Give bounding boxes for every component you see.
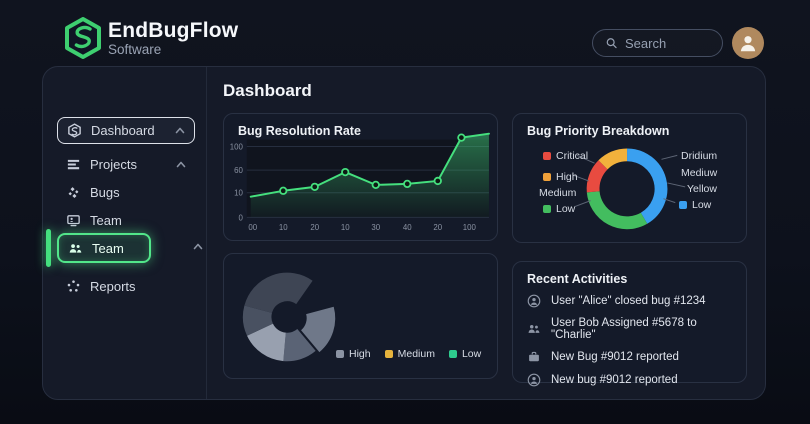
brand-subtitle: Software bbox=[108, 42, 162, 57]
svg-text:100: 100 bbox=[230, 142, 244, 151]
active-accent-bar bbox=[46, 229, 51, 267]
legend-swatch bbox=[336, 350, 344, 358]
sidebar-item-label: Bugs bbox=[90, 185, 120, 200]
svg-text:0: 0 bbox=[238, 213, 243, 222]
user-icon bbox=[527, 373, 541, 387]
status-legend: High Medium Low bbox=[336, 348, 481, 360]
activity-row: New Bug #9012 reported bbox=[527, 350, 736, 364]
legend-swatch bbox=[543, 205, 551, 213]
page-title: Dashboard bbox=[223, 81, 312, 100]
svg-text:00: 00 bbox=[248, 223, 257, 232]
sidebar-item-label: Reports bbox=[90, 279, 136, 294]
legend-label: Medium bbox=[539, 187, 577, 199]
sidebar-item-team-active[interactable]: Team bbox=[57, 233, 151, 263]
legend-swatch bbox=[543, 152, 551, 160]
sidebar-item-label: Team bbox=[92, 240, 124, 256]
chevron-up-icon[interactable] bbox=[193, 243, 203, 250]
svg-text:60: 60 bbox=[234, 166, 243, 175]
sidebar-item-label: Projects bbox=[90, 157, 137, 172]
sidebar-item-reports[interactable]: Reports bbox=[57, 273, 195, 300]
legend-label: Critical bbox=[556, 150, 589, 162]
card-title: Bug Priority Breakdown bbox=[527, 124, 670, 138]
legend-item-low: Low bbox=[543, 203, 575, 215]
svg-text:20: 20 bbox=[310, 223, 319, 232]
user-icon bbox=[527, 294, 541, 308]
legend-item-high: High bbox=[543, 171, 578, 183]
legend-item-medium: Medium bbox=[384, 348, 435, 360]
donut-chart bbox=[572, 148, 686, 230]
svg-text:100: 100 bbox=[463, 223, 477, 232]
briefcase-icon bbox=[527, 350, 541, 364]
brand-name: EndBugFlow bbox=[108, 19, 239, 42]
donut-label-yellow: Yellow bbox=[687, 183, 717, 195]
card-status-donut: High Medium Low bbox=[223, 253, 498, 379]
legend-label: High bbox=[556, 171, 578, 183]
svg-text:10: 10 bbox=[341, 223, 350, 232]
legend-swatch bbox=[384, 350, 393, 358]
team-users-icon bbox=[68, 241, 83, 256]
svg-text:10: 10 bbox=[234, 189, 243, 198]
legend-label: Low bbox=[556, 203, 576, 215]
sidebar-item-label: Team bbox=[90, 213, 122, 228]
activity-row: New bug #9012 reported bbox=[527, 373, 736, 387]
legend-item-critical: Critical bbox=[543, 150, 588, 162]
card-bug-priority-breakdown: Bug Priority Breakdown Critical High Med… bbox=[512, 113, 747, 243]
brand-logo-icon[interactable] bbox=[63, 17, 103, 59]
activity-text: New bug #9012 reported bbox=[551, 374, 678, 386]
users-icon bbox=[527, 322, 541, 336]
svg-text:10: 10 bbox=[279, 223, 288, 232]
card-recent-activities: Recent Activities User "Alice" closed bu… bbox=[512, 261, 747, 383]
reports-icon bbox=[66, 279, 81, 294]
sidebar-item-team[interactable]: Team bbox=[57, 207, 195, 234]
legend-swatch bbox=[543, 173, 551, 181]
donut-label-dridium: Dridium bbox=[681, 150, 717, 162]
dashboard-icon bbox=[67, 123, 82, 138]
sidebar-item-bugs[interactable]: Bugs bbox=[57, 179, 195, 206]
projects-icon bbox=[66, 157, 81, 172]
donut-label: Low bbox=[692, 199, 712, 211]
user-avatar[interactable] bbox=[732, 27, 764, 59]
legend-swatch bbox=[448, 350, 457, 358]
search-icon bbox=[605, 36, 618, 50]
chevron-up-icon bbox=[176, 161, 186, 168]
legend-item-high: High bbox=[336, 348, 371, 360]
sidebar-item-dashboard[interactable]: Dashboard bbox=[57, 117, 195, 144]
card-title: Bug Resolution Rate bbox=[238, 124, 361, 138]
svg-text:40: 40 bbox=[403, 223, 412, 232]
legend-label: High bbox=[349, 348, 371, 360]
app-container: Dashboard Projects Bugs Team Team Report… bbox=[42, 66, 766, 400]
legend-swatch bbox=[679, 201, 687, 209]
activity-text: User "Alice" closed bug #1234 bbox=[551, 295, 706, 307]
svg-text:20: 20 bbox=[433, 223, 442, 232]
search-input[interactable] bbox=[625, 35, 710, 51]
card-title: Recent Activities bbox=[527, 272, 628, 286]
legend-item-low: Low bbox=[448, 348, 482, 360]
activity-text: User Bob Assigned #5678 to "Charlie" bbox=[551, 317, 697, 341]
bugs-icon bbox=[66, 185, 81, 200]
donut-label-mediuw: Mediuw bbox=[681, 167, 717, 179]
donut-label-low: Low bbox=[679, 199, 711, 211]
activity-row: User Bob Assigned #5678 to "Charlie" bbox=[527, 317, 736, 341]
legend-item-medium: Medium bbox=[539, 187, 576, 199]
donut-label: Dridium bbox=[681, 150, 718, 162]
legend-label: Medium bbox=[397, 348, 435, 360]
team-monitor-icon bbox=[66, 213, 81, 228]
person-icon bbox=[737, 32, 759, 54]
sidebar-item-label: Dashboard bbox=[91, 123, 155, 138]
activity-list: User "Alice" closed bug #1234 User Bob A… bbox=[527, 294, 736, 387]
sidebar-item-projects[interactable]: Projects bbox=[57, 151, 195, 178]
legend-label: Low bbox=[461, 348, 482, 360]
donut-label: Yellow bbox=[687, 183, 717, 195]
search-box[interactable] bbox=[592, 29, 723, 57]
donut-label: Mediuw bbox=[681, 167, 718, 179]
sidebar-divider bbox=[206, 67, 207, 399]
activity-row: User "Alice" closed bug #1234 bbox=[527, 294, 736, 308]
card-bug-resolution-rate: Bug Resolution Rate 100 60 10 0 00 10 20 10 30 40… bbox=[223, 113, 498, 241]
svg-text:30: 30 bbox=[371, 223, 380, 232]
activity-text: New Bug #9012 reported bbox=[551, 351, 679, 363]
donut-chart-gray bbox=[242, 272, 336, 362]
chevron-up-icon bbox=[175, 127, 185, 134]
